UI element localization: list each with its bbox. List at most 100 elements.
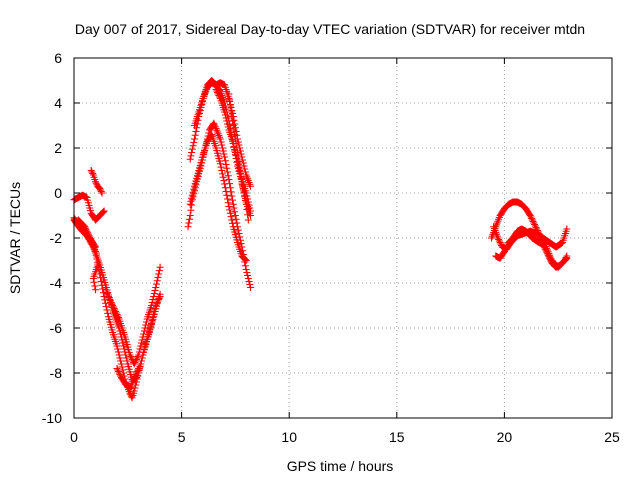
data-point: [185, 215, 193, 223]
data-point: [533, 225, 541, 233]
data-point: [527, 213, 535, 221]
data-point: [215, 132, 223, 139]
data-point: [109, 302, 117, 309]
data-point: [102, 303, 110, 311]
data-point: [92, 249, 100, 257]
data-point: [116, 371, 124, 378]
data-point: [138, 336, 146, 344]
data-point: [496, 239, 504, 246]
data-point: [131, 372, 139, 380]
data-point: [241, 255, 249, 263]
data-point: [132, 356, 140, 363]
data-point: [528, 216, 536, 224]
data-point: [102, 288, 110, 296]
data-point: [532, 224, 540, 231]
data-point: [99, 208, 107, 216]
data-point: [216, 93, 224, 101]
data-point: [218, 170, 226, 178]
data-point: [239, 159, 247, 167]
data-point: [213, 87, 221, 95]
data-point: [130, 360, 138, 368]
data-point: [113, 311, 121, 318]
data-point: [546, 251, 554, 259]
data-point: [90, 278, 98, 286]
data-point: [104, 293, 112, 300]
data-point: [132, 369, 140, 377]
data-point: [241, 193, 249, 201]
data-point: [81, 224, 89, 232]
data-point: [150, 308, 158, 315]
data-point: [245, 278, 253, 285]
data-point: [231, 208, 239, 216]
data-point: [100, 207, 108, 215]
data-point: [114, 314, 122, 321]
y-tick-label: 4: [54, 95, 62, 111]
data-point: [188, 149, 196, 156]
y-tick-label: -2: [50, 230, 63, 246]
data-point: [225, 176, 233, 183]
data-point: [242, 266, 250, 273]
data-point: [241, 256, 249, 264]
data-point: [221, 180, 229, 188]
data-point: [494, 234, 502, 242]
data-point: [151, 305, 159, 312]
data-point: [533, 227, 541, 234]
data-point: [244, 216, 252, 224]
data-point: [495, 237, 503, 245]
data-point: [191, 135, 199, 143]
data-point: [225, 203, 233, 210]
data-point: [191, 131, 199, 139]
data-point: [102, 299, 110, 307]
data-point: [220, 177, 228, 185]
data-point: [229, 122, 237, 129]
data-point: [189, 142, 197, 150]
data-point: [154, 297, 162, 305]
data-point: [88, 168, 96, 176]
data-point: [114, 366, 122, 374]
data-point: [185, 219, 193, 227]
data-point: [237, 174, 245, 182]
data-point: [154, 273, 162, 281]
chart-title: Day 007 of 2017, Sidereal Day-to-day VTE…: [75, 21, 585, 37]
data-point: [119, 342, 127, 350]
data-point: [217, 138, 225, 146]
data-point: [107, 299, 115, 306]
data-point: [213, 128, 221, 136]
data-point: [234, 226, 242, 234]
data-point: [189, 188, 197, 196]
data-point: [229, 117, 237, 125]
data-point: [215, 92, 223, 99]
data-point: [134, 353, 142, 360]
data-point: [226, 96, 234, 104]
data-point: [220, 150, 228, 158]
data-point: [93, 255, 101, 263]
data-point: [104, 291, 112, 299]
data-point: [98, 189, 106, 197]
y-tick-label: -6: [50, 320, 63, 336]
data-point: [97, 186, 105, 194]
y-tick-label: -4: [50, 275, 63, 291]
data-point: [214, 90, 222, 98]
data-point: [211, 121, 219, 129]
data-point: [155, 294, 163, 302]
data-point: [241, 262, 249, 270]
data-point: [156, 293, 164, 300]
data-point: [141, 324, 149, 332]
data-point: [120, 345, 128, 353]
data-point: [83, 227, 91, 235]
data-point: [91, 282, 99, 290]
data-point: [92, 179, 100, 187]
data-point: [222, 161, 230, 168]
data-point: [139, 333, 147, 341]
data-point: [531, 222, 539, 230]
data-point: [211, 123, 219, 131]
data-point: [501, 246, 509, 254]
data-point: [188, 201, 196, 209]
data-point: [219, 147, 227, 155]
data-point: [132, 357, 140, 365]
data-point: [155, 267, 163, 275]
data-point: [227, 213, 235, 221]
data-point: [133, 354, 141, 362]
data-point: [563, 225, 571, 233]
